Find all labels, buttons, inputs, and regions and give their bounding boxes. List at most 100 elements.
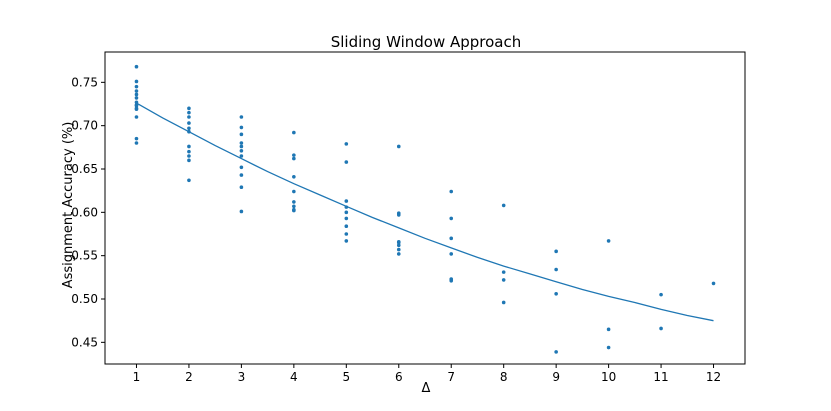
x-tick-label: 8 [500,370,508,384]
y-tick-label: 0.75 [71,75,98,89]
data-point [292,204,296,209]
data-points [134,64,716,354]
data-point [134,84,139,89]
x-tick-label: 1 [133,370,141,384]
x-tick-label: 2 [185,370,193,384]
data-point [449,279,454,283]
data-point [344,142,349,146]
data-point [134,64,139,69]
data-point [239,185,244,189]
data-point [606,345,611,350]
data-point [449,252,454,256]
data-point [134,96,139,100]
data-point [187,106,191,111]
data-point [501,300,506,305]
data-point [396,144,401,149]
data-point [344,232,349,236]
data-point [501,270,506,274]
data-point [501,203,506,208]
data-point [239,149,244,153]
data-point [344,216,349,221]
y-tick-label: 0.65 [71,162,98,176]
data-point [134,92,139,97]
data-point [344,224,349,228]
data-point [239,115,244,119]
data-point [187,158,191,163]
data-point [396,240,401,245]
data-point [554,249,558,254]
x-tick-label: 4 [290,370,298,384]
trend-line [136,102,714,322]
data-point [659,292,663,297]
data-point [187,178,191,183]
y-tick-label: 0.50 [71,292,98,306]
data-point [239,209,244,214]
data-point [239,141,244,145]
data-point [292,208,296,213]
x-tick-label: 3 [238,370,246,384]
data-point [134,136,139,141]
data-point [239,125,244,130]
data-point [292,175,296,179]
data-point [292,200,296,204]
data-point [292,130,296,135]
data-point [659,326,663,331]
data-point [187,154,191,158]
x-tick-label: 6 [395,370,403,384]
data-point [187,144,191,149]
data-point [239,173,244,177]
data-point [554,292,558,296]
y-axis-label: Assignment Accuracy (%) [61,122,76,289]
data-point [134,107,139,111]
data-point [606,239,611,243]
plot-frame [104,51,746,365]
data-point [344,160,349,164]
data-point [449,189,454,194]
data-point [187,149,191,154]
y-tick-label: 0.70 [71,119,98,133]
trend-line-group [136,102,714,322]
data-point [134,89,139,93]
x-tick-label: 9 [552,370,560,384]
data-point [292,189,296,194]
data-point [396,213,401,217]
chart-title: Sliding Window Approach [331,33,522,51]
data-point [501,278,506,282]
x-axis-label: Δ [422,381,431,396]
y-tick-label: 0.60 [71,205,98,219]
data-point [187,115,191,119]
data-point [449,216,454,221]
data-point [239,154,244,158]
data-point [344,199,349,203]
data-point [396,247,401,252]
x-tick-label: 7 [447,370,455,384]
x-tick-label: 12 [706,370,721,384]
data-point [239,132,244,137]
x-axis: 1 2 3 4 5 6 7 8 9 10 11 12 [133,364,721,384]
data-point [292,156,296,161]
data-point [292,153,296,157]
data-point [554,350,558,354]
data-point [396,252,401,256]
data-point [134,79,139,84]
data-point [134,115,139,119]
x-tick-label: 10 [601,370,616,384]
data-point [396,243,401,248]
data-point [187,126,191,131]
data-point [239,144,244,149]
plot-area [104,51,746,365]
data-point [187,121,191,125]
data-point [554,267,558,272]
data-point [606,327,611,332]
data-point [449,236,454,241]
data-point [344,239,349,243]
data-point [239,165,244,170]
data-point [134,141,139,145]
y-tick-label: 0.55 [71,249,98,263]
y-tick-label: 0.45 [71,335,98,349]
data-point [711,281,716,286]
data-point [344,210,349,215]
x-tick-label: 11 [653,370,668,384]
